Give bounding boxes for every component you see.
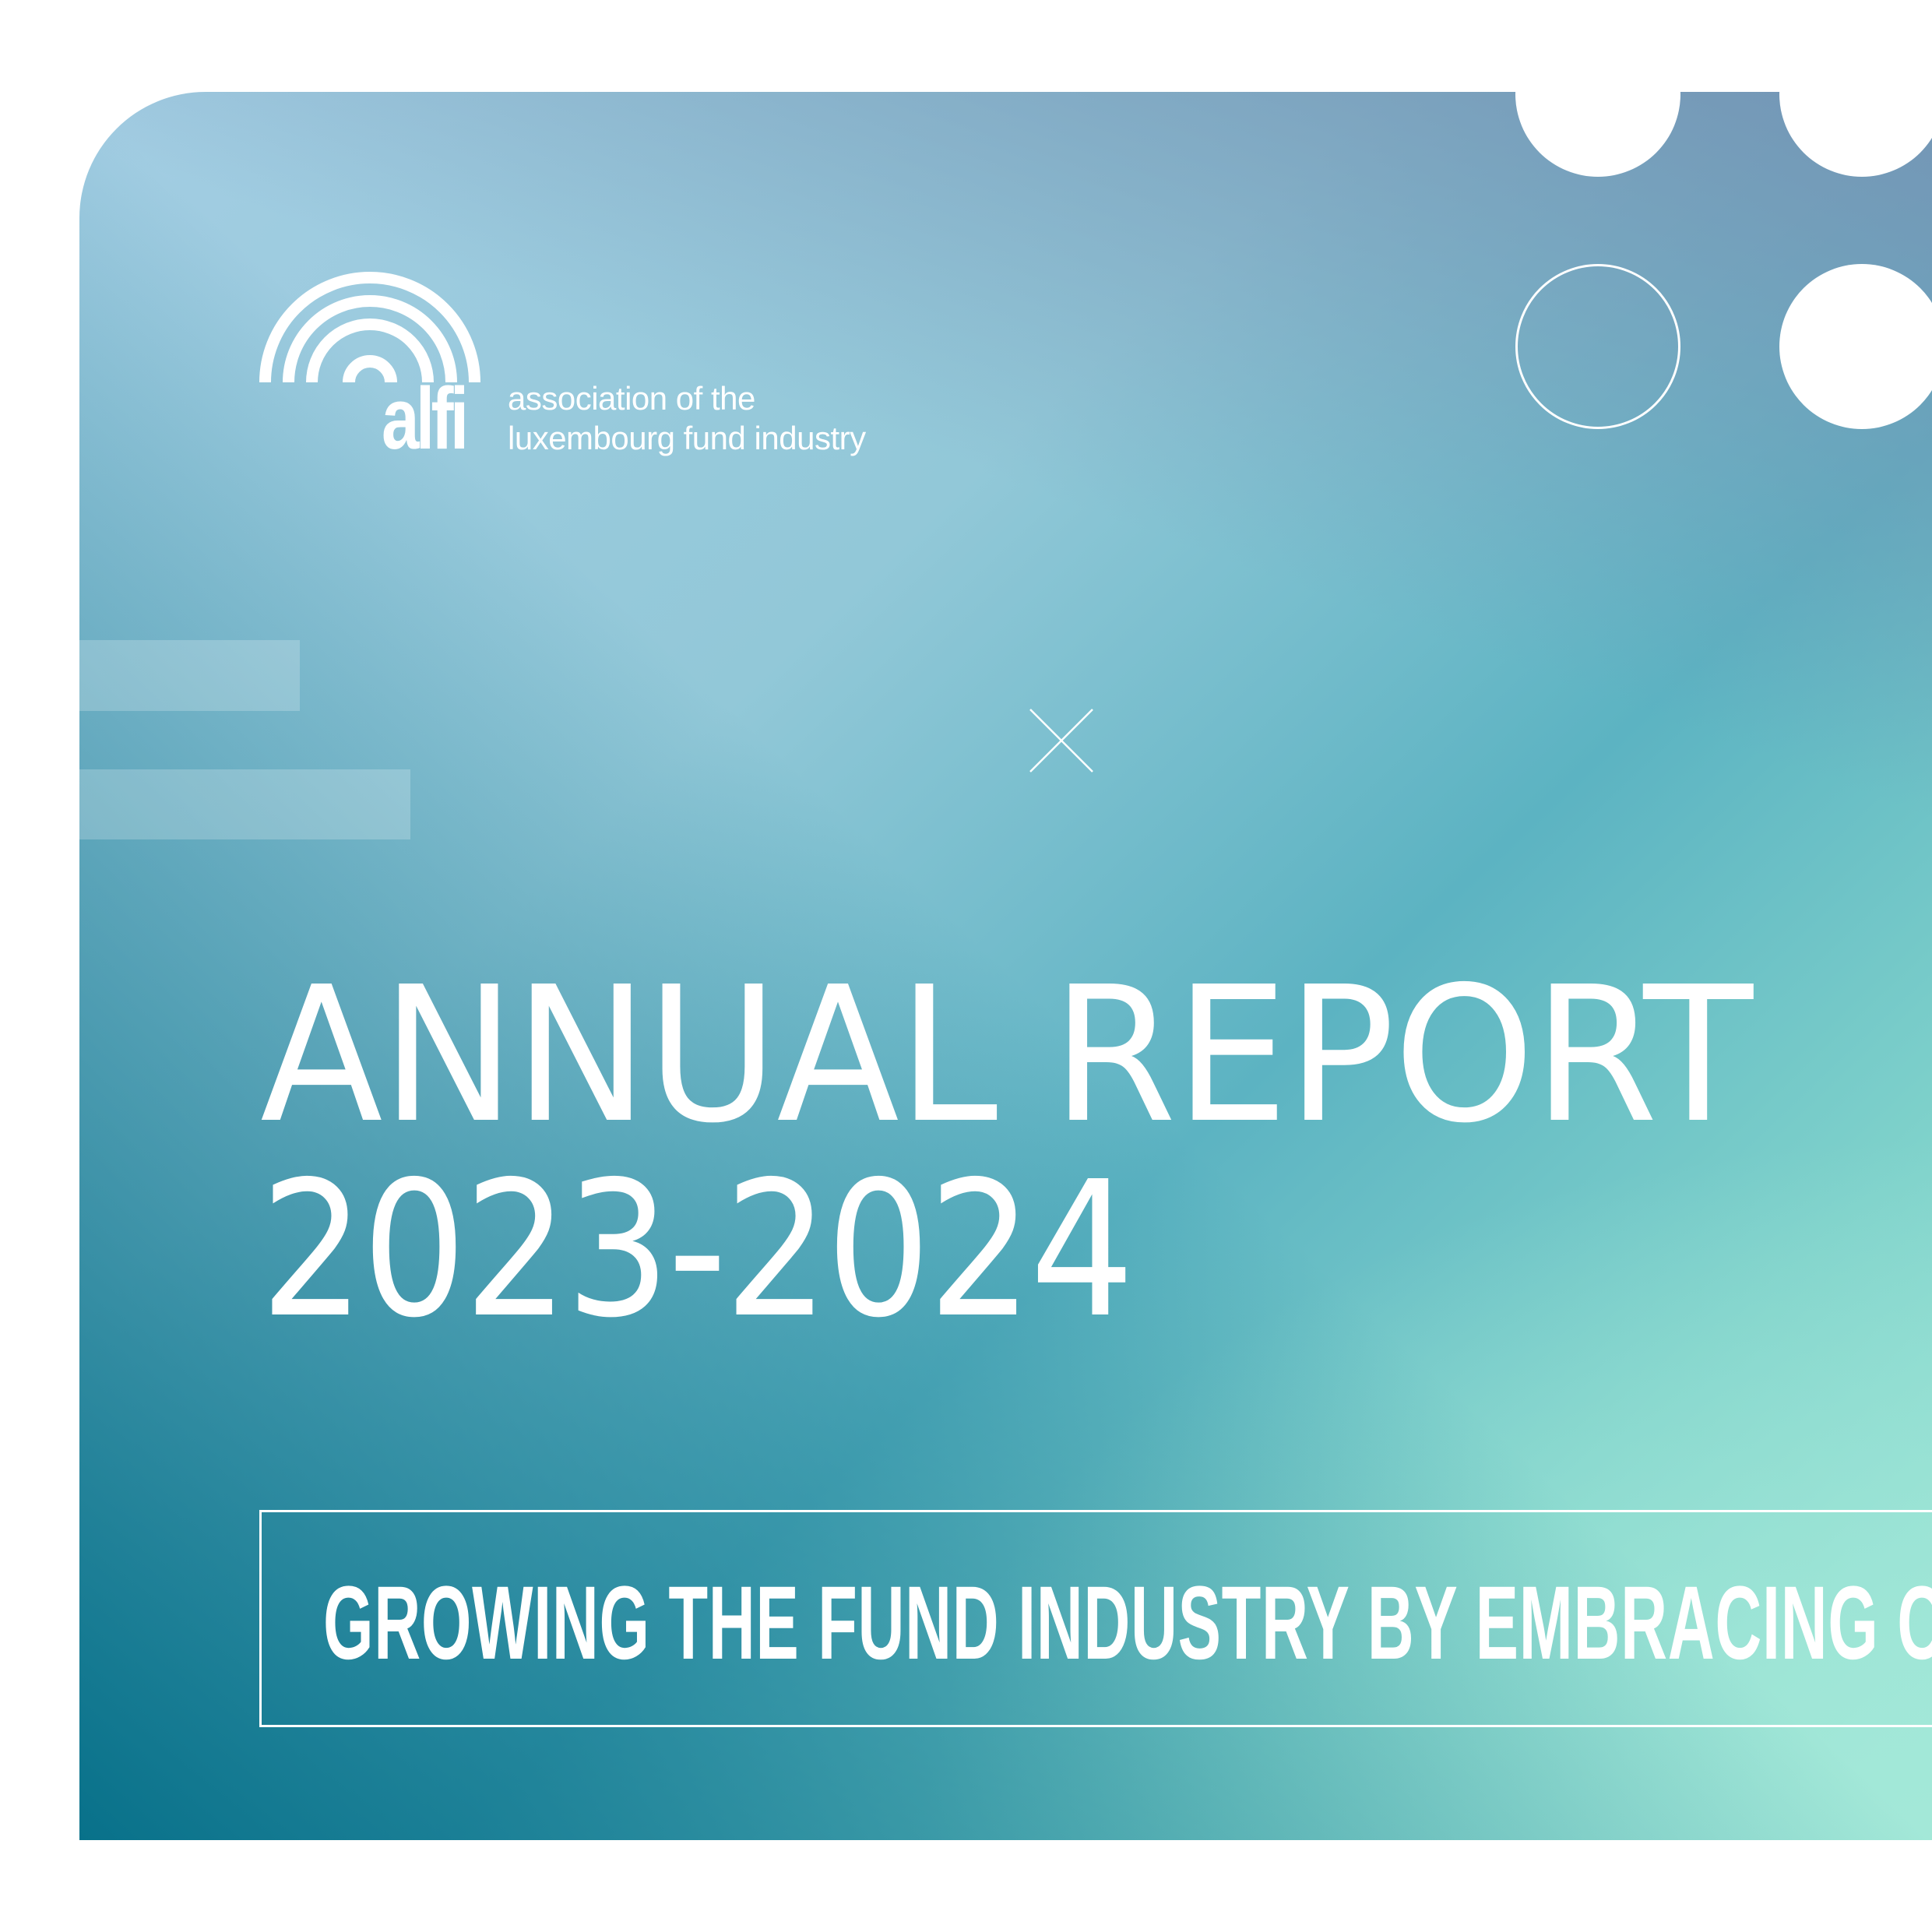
logo-tagline-line2: luxembourg fund industry [508,420,866,456]
logo-tagline-line1: association of the [508,380,755,417]
report-title: ANNUAL REPORT [260,946,1753,1164]
x-cross-icon [1029,709,1093,772]
circle-outline-icon [1515,264,1680,429]
decorative-bar-bottom [79,769,410,839]
circle-top-right-icon [1779,12,1932,177]
logo-tagline: association of the luxembourg fund indus… [508,378,866,458]
circle-top-left-icon [1515,12,1680,177]
circle-bottom-right-icon [1779,264,1932,429]
subtitle-text: GROWING THE FUND INDUSTRY BY EMBRACING C… [323,1565,1932,1681]
alfi-wordmark: alfi [382,370,469,467]
rainbow-arcs-icon [259,272,480,383]
report-year: 2023-2024 [260,1141,1135,1359]
alfi-logo-icon [257,265,491,459]
decorative-bar-top [79,640,300,711]
subtitle-frame [259,1510,1932,1727]
